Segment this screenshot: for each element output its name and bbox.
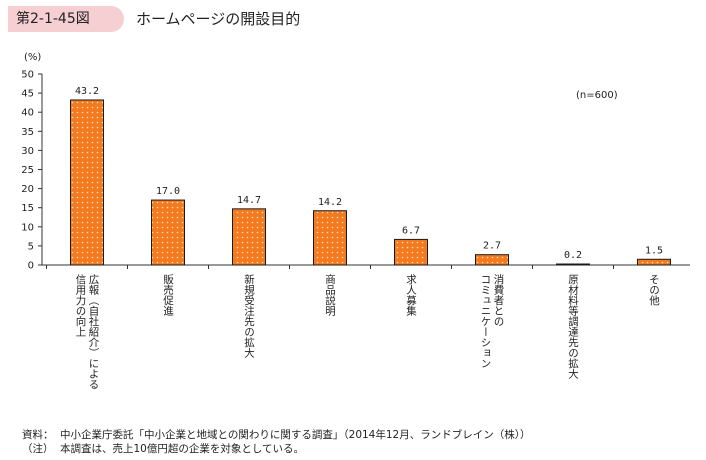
bar — [313, 210, 347, 266]
value-label: 14.7 — [237, 195, 261, 206]
bar — [70, 99, 104, 266]
source-text: 中小企業庁委託「中小企業と地域との関わりに関する調査」（2014年12月、ランド… — [60, 429, 531, 441]
category-label: その他 — [648, 274, 660, 306]
category-label-column: コミュニケーション — [480, 274, 492, 369]
category-label-column: 商品説明 — [324, 273, 336, 317]
figure-number-badge: 第2-1-45図 — [8, 6, 124, 32]
category-label-column: 求人募集 — [405, 274, 417, 317]
value-label: 6.7 — [402, 225, 420, 236]
value-label: 2.7 — [483, 241, 501, 252]
note-label: （注） — [22, 443, 54, 455]
category-label: 原材料等調達先の拡大 — [567, 274, 579, 380]
bar — [151, 199, 185, 266]
category-label-column: 広報（自社紹介）による — [88, 273, 100, 389]
value-label: 0.2 — [564, 250, 582, 261]
y-axis-label: (%) — [24, 52, 41, 63]
sample-size-annotation: (n=600) — [576, 90, 618, 101]
y-tick-label: 20 — [21, 184, 34, 195]
footnote: （注） 本調査は、売上10億円超の企業を対象としている。 — [22, 442, 530, 456]
bar-chart: 0 5 10 15 20 25 30 35 40 45 50 (%) (n=600) 43.2 広報（自社… — [21, 52, 690, 390]
bar — [556, 263, 590, 266]
category-label: 新規受注先の拡大 — [243, 273, 255, 359]
y-tick-label: 5 — [28, 241, 34, 252]
value-label: 1.5 — [645, 245, 663, 256]
category-label-column: 新規受注先の拡大 — [243, 273, 255, 359]
y-tick-label: 35 — [21, 127, 34, 138]
bar — [232, 208, 266, 266]
category-label-column: 信用力の向上 — [75, 274, 87, 337]
value-label: 17.0 — [156, 186, 180, 197]
y-tick-label: 40 — [21, 108, 34, 119]
y-tick-label: 15 — [21, 203, 34, 214]
category-label: 販売促進 — [162, 274, 174, 316]
bar — [394, 238, 428, 266]
figure-number: 第2-1-45図 — [16, 11, 90, 27]
note-text: 本調査は、売上10億円超の企業を対象としている。 — [60, 443, 305, 455]
bar — [637, 258, 671, 266]
bar — [475, 254, 509, 266]
source-note: 資料： 中小企業庁委託「中小企業と地域との関わりに関する調査」（2014年12月、… — [22, 428, 530, 442]
category-label-column: 消費者との — [493, 273, 505, 326]
figure-title: ホームページの開設目的 — [136, 10, 301, 28]
category-label-column: その他 — [648, 274, 660, 306]
y-tick-label: 10 — [21, 222, 34, 233]
y-tick-label: 0 — [28, 261, 34, 272]
source-label: 資料： — [22, 429, 54, 441]
y-tick-label: 30 — [21, 146, 34, 157]
notes: 資料： 中小企業庁委託「中小企業と地域との関わりに関する調査」（2014年12月、… — [22, 428, 530, 456]
y-tick-label: 25 — [21, 165, 34, 176]
y-tick-label: 45 — [21, 89, 34, 100]
category-label: 求人募集 — [405, 274, 417, 317]
category-label: 商品説明 — [324, 273, 336, 317]
value-label: 43.2 — [75, 86, 99, 97]
category-label-column: 販売促進 — [162, 274, 174, 316]
value-label: 14.2 — [318, 197, 342, 208]
y-tick-label: 50 — [21, 70, 34, 81]
category-label-column: 原材料等調達先の拡大 — [567, 274, 579, 380]
